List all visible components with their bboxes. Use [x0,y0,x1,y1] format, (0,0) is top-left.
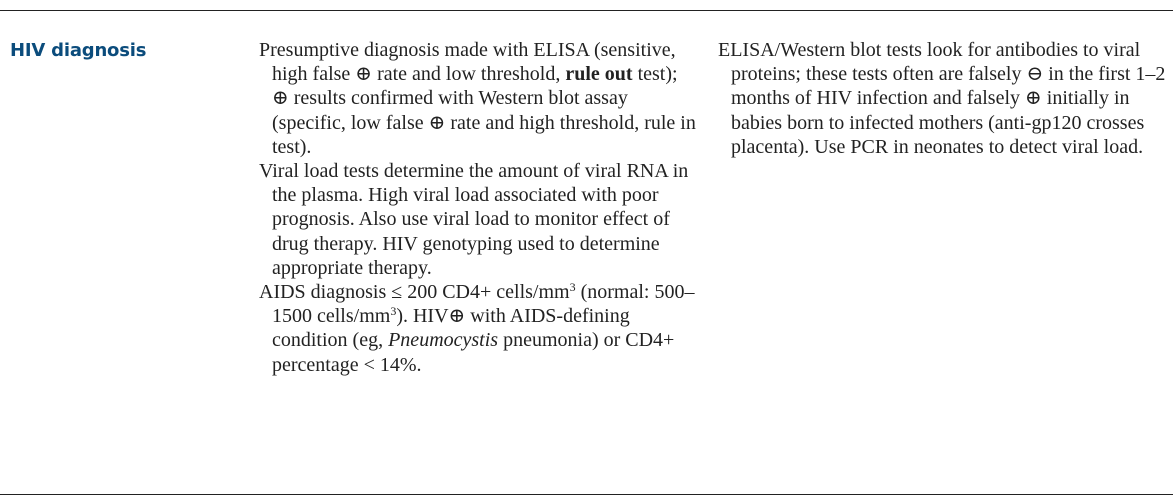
aids-text-a: AIDS diagnosis ≤ 200 CD4+ cells/mm [259,281,570,304]
aids-text-e: pneumonia) or CD4+ percentage < 14%. [272,329,675,376]
superscript-3: 3 [390,304,397,319]
pneumocystis-term: Pneumocystis [388,329,499,352]
aids-text-b: (normal: 500–1500 cells/mm [272,281,695,328]
section-heading: HIV diagnosis [10,40,147,61]
bottom-rule [0,494,1173,495]
aids-text-c: ). HIV⊕ with AIDS-defining condition (eg… [272,305,630,352]
notes-paragraph: ELISA/Western blot tests look for antibo… [718,39,1166,158]
top-rule [0,10,1173,11]
diagnosis-paragraph: Presumptive diagnosis made with ELISA (s… [259,38,699,159]
superscript-3: 3 [569,280,576,295]
viral-load-paragraph: Viral load tests determine the amount of… [259,160,689,279]
description-column: Presumptive diagnosis made with ELISA (s… [259,38,699,377]
aids-paragraph: AIDS diagnosis ≤ 200 CD4+ cells/mm3 (nor… [259,280,699,377]
rule-out-term: rule out [565,63,633,86]
diagnosis-text-a: Presumptive diagnosis made with ELISA (s… [259,39,676,86]
notes-column: ELISA/Western blot tests look for antibo… [718,38,1168,159]
diagnosis-text-c: test); ⊕ results confirmed with Western … [272,63,696,158]
